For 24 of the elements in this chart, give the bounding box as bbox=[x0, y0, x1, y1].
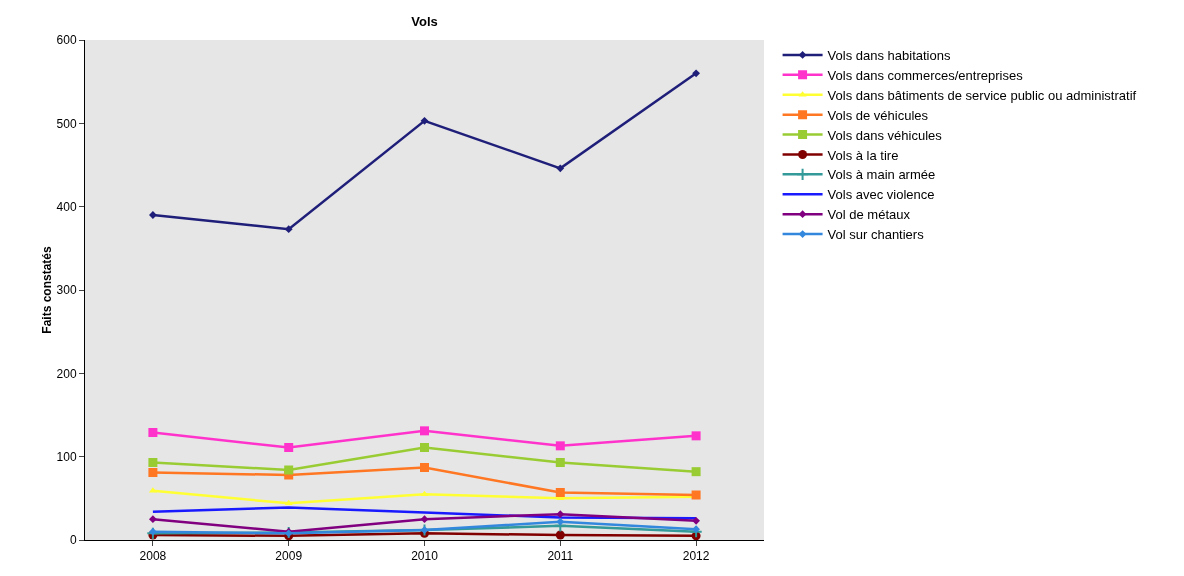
legend-label: Vols dans habitations bbox=[827, 48, 951, 64]
x-tick-label: 2010 bbox=[411, 549, 439, 564]
y-tick-label: 200 bbox=[56, 366, 77, 381]
legend-label: Vols dans commerces/entreprises bbox=[827, 67, 1024, 83]
legend-label: Vol de métaux bbox=[827, 207, 911, 223]
y-tick-label: 400 bbox=[56, 199, 77, 214]
legend-label: Vols de véhicules bbox=[827, 107, 929, 123]
x-tick-label: 2012 bbox=[682, 549, 710, 564]
legend-label: Vols dans bâtiments de service public ou administratif bbox=[827, 87, 1137, 103]
y-tick-label: 300 bbox=[56, 283, 77, 298]
x-tick-label: 2009 bbox=[275, 549, 303, 564]
x-tick-label: 2008 bbox=[139, 549, 167, 564]
x-tick-label: 2011 bbox=[547, 549, 574, 564]
y-tick-label: 600 bbox=[56, 33, 77, 48]
y-tick-label: 500 bbox=[56, 116, 77, 131]
chart-title: Vols bbox=[411, 14, 438, 30]
legend-label: Vols avec violence bbox=[827, 187, 935, 203]
legend-label: Vols dans véhicules bbox=[827, 127, 943, 143]
y-tick-label: 100 bbox=[56, 449, 77, 464]
legend-label: Vol sur chantiers bbox=[827, 227, 925, 243]
y-axis-title: Faits constatés bbox=[40, 246, 54, 334]
y-tick-label: 0 bbox=[69, 533, 77, 548]
legend-label: Vols à la tire bbox=[827, 147, 899, 163]
legend-label: Vols à main armée bbox=[827, 167, 936, 183]
